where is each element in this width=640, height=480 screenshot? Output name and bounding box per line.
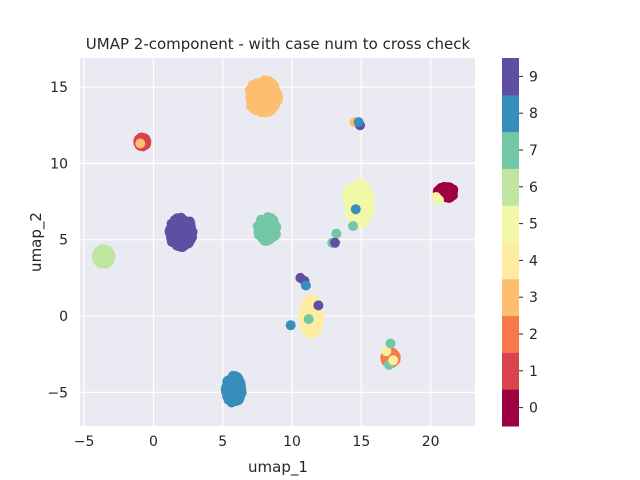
x-tick-label: 5 xyxy=(218,434,227,450)
x-tick-label: 0 xyxy=(149,434,158,450)
data-point xyxy=(330,237,340,248)
data-point xyxy=(258,233,269,244)
data-point xyxy=(227,373,238,384)
data-point xyxy=(304,328,315,338)
cluster-0 xyxy=(432,181,459,203)
outlier-points xyxy=(135,117,444,370)
cluster-8 xyxy=(220,370,247,408)
colorbar-label: 5 xyxy=(529,217,538,233)
colorbar: 0 1 2 3 4 5 6 7 8 9 xyxy=(502,58,538,427)
data-point xyxy=(222,383,233,393)
x-tick-label: 10 xyxy=(283,434,301,450)
data-point xyxy=(103,252,114,263)
data-point xyxy=(361,200,372,211)
data-point xyxy=(348,221,358,231)
plot-area xyxy=(80,58,475,426)
data-point xyxy=(256,106,267,117)
colorbar-segment xyxy=(502,242,519,280)
colorbar-label: 1 xyxy=(529,364,538,380)
data-point xyxy=(285,320,296,331)
data-point xyxy=(257,221,268,232)
data-point xyxy=(176,215,187,226)
y-tick-labels: −5 0 5 10 15 xyxy=(47,80,68,401)
data-point xyxy=(381,346,392,357)
data-point xyxy=(441,182,452,193)
cluster-7 xyxy=(252,212,282,246)
colorbar-label: 2 xyxy=(529,327,538,343)
data-point xyxy=(313,300,324,311)
x-tick-label: 20 xyxy=(422,434,440,450)
data-point xyxy=(164,226,175,237)
data-point xyxy=(434,195,444,205)
cluster-6 xyxy=(91,244,116,269)
data-point xyxy=(248,86,259,97)
colorbar-segment xyxy=(502,94,519,133)
colorbar-segment xyxy=(502,168,519,206)
colorbar-segment xyxy=(502,389,519,427)
data-point xyxy=(388,355,399,366)
colorbar-label: 4 xyxy=(529,253,538,269)
colorbar-label: 0 xyxy=(529,401,538,417)
data-point xyxy=(311,321,322,332)
cluster-3 xyxy=(244,75,284,118)
colorbar-label: 7 xyxy=(529,143,538,159)
colorbar-label: 3 xyxy=(529,290,538,306)
y-tick-label: 15 xyxy=(50,80,68,96)
colorbar-segment xyxy=(502,315,519,353)
data-point xyxy=(350,204,361,215)
data-point xyxy=(305,305,316,316)
x-tick-label: −5 xyxy=(74,434,95,450)
data-point xyxy=(266,105,277,115)
data-point xyxy=(300,280,311,291)
colorbar-segment xyxy=(502,352,519,390)
colorbar-segment xyxy=(502,205,519,243)
y-tick-label: 5 xyxy=(59,233,68,249)
data-point xyxy=(385,338,396,349)
data-point xyxy=(265,217,276,228)
colorbar-label: 8 xyxy=(529,106,538,122)
colorbar-label: 9 xyxy=(529,69,538,85)
colorbar-segment xyxy=(502,131,519,169)
y-tick-label: 0 xyxy=(59,309,68,325)
data-point xyxy=(303,314,314,325)
x-tick-labels: −5 0 5 10 15 20 xyxy=(74,434,440,450)
data-point xyxy=(272,95,283,106)
colorbar-segment xyxy=(502,58,519,96)
chart-title: UMAP 2-component - with case num to cros… xyxy=(86,35,471,53)
x-axis-label: umap_1 xyxy=(248,458,308,477)
colorbar-segment xyxy=(502,278,519,317)
colorbar-label: 6 xyxy=(529,180,538,196)
cluster-9 xyxy=(164,212,198,253)
data-point xyxy=(354,183,365,193)
y-tick-label: −5 xyxy=(47,385,68,401)
data-point xyxy=(331,228,342,239)
y-tick-label: 10 xyxy=(50,156,68,172)
x-tick-label: 15 xyxy=(352,434,370,450)
y-axis-label: umap_2 xyxy=(27,212,46,272)
data-point xyxy=(259,75,270,86)
data-point xyxy=(364,190,375,201)
data-point xyxy=(180,238,191,249)
data-point xyxy=(353,117,364,128)
data-point xyxy=(135,138,146,149)
data-point xyxy=(227,393,238,404)
